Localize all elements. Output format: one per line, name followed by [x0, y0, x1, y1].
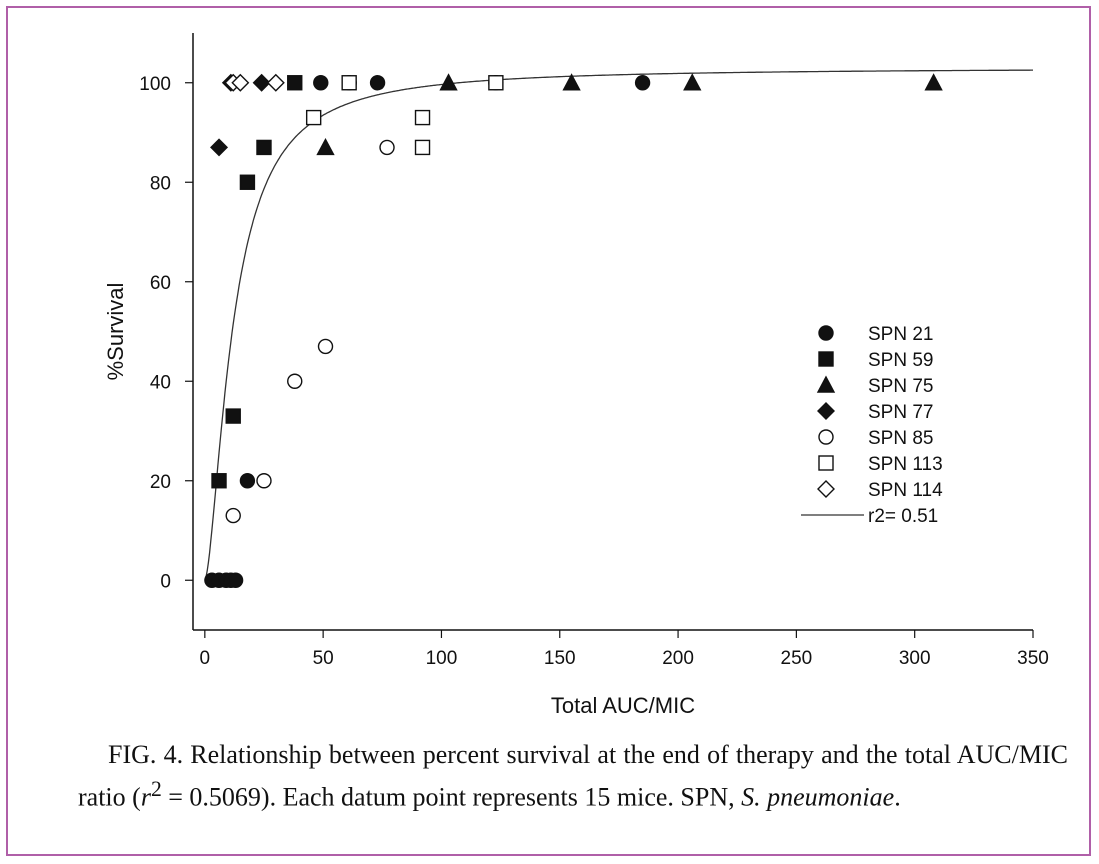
y-tick-label: 40	[150, 372, 171, 393]
legend-label: SPN 59	[868, 350, 933, 371]
legend-marker	[816, 375, 836, 393]
data-point	[683, 73, 702, 91]
figure-frame: 0 50 100 150 200 250 300 350 0 20 40 60 80 100 Total A…	[6, 6, 1091, 856]
data-point	[379, 139, 395, 156]
caption-text-end: .	[894, 782, 901, 812]
y-axis-title: %Survival	[103, 283, 128, 381]
legend-label: SPN 21	[868, 324, 933, 345]
data-point	[924, 73, 943, 91]
data-point	[256, 139, 272, 156]
series-spn-21	[204, 75, 651, 588]
x-tick-label: 50	[313, 648, 334, 669]
data-point	[414, 109, 431, 126]
y-tick-label: 100	[139, 74, 171, 95]
data-point	[239, 473, 256, 489]
caption-fig-label: FIG. 4.	[108, 740, 184, 769]
data-point	[227, 572, 244, 588]
series-spn-59	[211, 75, 303, 489]
data-point	[239, 174, 256, 190]
legend-marker	[818, 351, 834, 367]
caption-text-2: = 0.5069). Each datum point represents 1…	[161, 782, 742, 812]
data-point	[225, 408, 241, 424]
legend-marker	[817, 480, 835, 498]
series-spn-114	[224, 73, 285, 92]
data-point	[287, 75, 303, 91]
series-spn-113	[305, 75, 504, 156]
caption-text-1: Relationship between percent survival at…	[78, 740, 1068, 812]
legend-label: SPN 114	[868, 480, 943, 501]
data-point	[316, 137, 335, 156]
data-point	[562, 73, 581, 91]
x-axis-title: Total AUC/MIC	[551, 693, 695, 718]
data-point	[317, 338, 334, 355]
x-tick-label: 0	[200, 648, 211, 669]
y-tick-label: 60	[150, 273, 171, 294]
legend-marker	[818, 325, 834, 341]
data-point	[225, 507, 241, 524]
legend-marker	[817, 402, 835, 420]
data-point	[256, 473, 272, 489]
caption-r-symbol: r	[140, 782, 151, 812]
legend-label: SPN 85	[868, 428, 933, 449]
data-point	[488, 75, 504, 91]
data-point	[231, 73, 250, 92]
legend-marker	[818, 429, 834, 445]
legend-fit-label: r2= 0.51	[868, 506, 938, 527]
x-tick-label: 150	[544, 648, 576, 669]
data-point	[313, 75, 329, 91]
data-point	[341, 75, 357, 91]
data-point	[211, 473, 227, 489]
data-point	[252, 73, 271, 92]
legend-label: SPN 77	[868, 402, 933, 423]
x-tick-label: 350	[1017, 648, 1049, 669]
series-spn-75	[316, 73, 943, 156]
data-point	[266, 73, 285, 92]
y-tick-label: 0	[160, 571, 171, 592]
legend-label: SPN 75	[868, 376, 933, 397]
legend-label: SPN 113	[868, 454, 943, 475]
data-point	[305, 109, 322, 126]
data-point	[634, 75, 651, 91]
survival-chart: 0 50 100 150 200 250 300 350 0 20 40 60 80 100 Total A…	[103, 33, 1049, 718]
x-tick-label: 100	[426, 648, 458, 669]
x-tick-label: 200	[662, 648, 694, 669]
data-point	[369, 75, 386, 91]
fit-curve	[204, 69, 1033, 581]
data-point	[210, 138, 229, 157]
data-point	[414, 139, 431, 156]
data-point	[287, 373, 303, 389]
caption-species: S. pneumoniae	[741, 782, 895, 812]
y-tick-label: 20	[150, 472, 171, 493]
data-point	[439, 73, 458, 91]
legend-marker	[818, 455, 834, 471]
caption-r-sup: 2	[150, 777, 162, 801]
figure-caption: FIG. 4. Relationship between percent sur…	[78, 738, 1068, 815]
x-tick-label: 250	[781, 648, 813, 669]
y-tick-label: 80	[150, 173, 171, 194]
x-tick-label: 300	[899, 648, 931, 669]
